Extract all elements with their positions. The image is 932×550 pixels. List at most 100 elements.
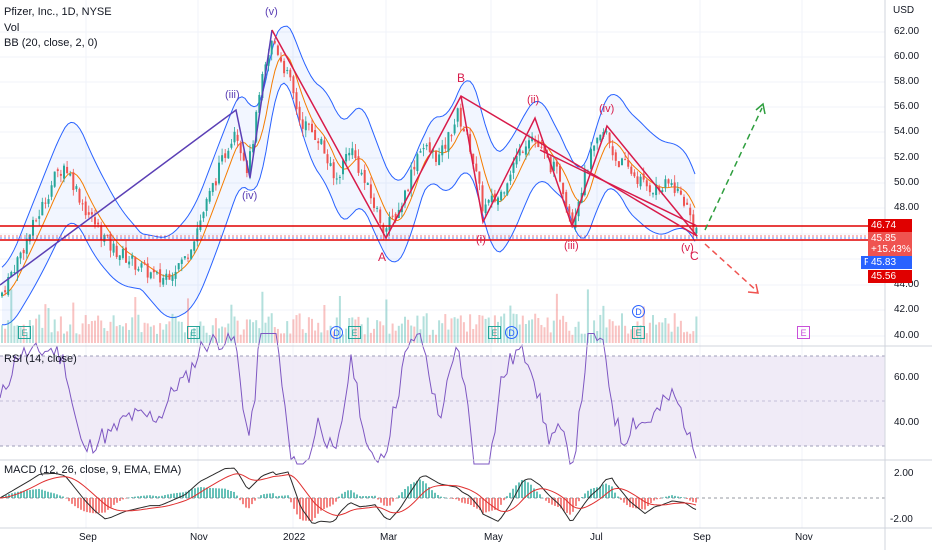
candle-body: [326, 154, 329, 164]
candle-body: [664, 179, 667, 188]
macd-histogram-bar: [56, 494, 58, 498]
macd-histogram-bar: [602, 484, 604, 498]
macd-histogram-bar: [125, 498, 127, 499]
macd-histogram-bar: [455, 498, 457, 500]
candle-body: [314, 129, 317, 141]
volume-bar: [528, 320, 530, 343]
volume-bar: [10, 289, 13, 343]
volume-bar: [503, 313, 506, 343]
candle-body: [16, 257, 19, 274]
bb-indicator-label[interactable]: BB (20, close, 2, 0): [4, 37, 98, 49]
volume-bar: [605, 327, 608, 343]
macd-histogram-bar: [5, 495, 7, 498]
earnings-badge[interactable]: E: [632, 326, 645, 339]
volume-bar: [273, 327, 276, 343]
wave-label-A: A: [378, 250, 387, 264]
volume-bar: [376, 320, 379, 343]
volume-bar: [190, 331, 193, 343]
macd-histogram-bar: [35, 489, 37, 498]
volume-bar: [13, 325, 16, 343]
macd-histogram-bar: [629, 498, 631, 508]
upcoming-earnings-badge[interactable]: E: [797, 326, 810, 339]
macd-histogram-bar: [434, 492, 436, 498]
macd-histogram-bar: [431, 490, 433, 498]
macd-histogram-bar: [401, 492, 403, 498]
candle-body: [673, 182, 676, 193]
earnings-badge[interactable]: E: [187, 326, 200, 339]
volume-bar: [546, 317, 549, 343]
candle-body: [159, 269, 162, 283]
macd-indicator-label[interactable]: MACD (12, 26, close, 9, EMA, EMA): [4, 464, 182, 476]
candle-body: [373, 197, 375, 209]
volume-bar: [317, 322, 320, 343]
macd-histogram-bar: [332, 498, 334, 505]
macd-histogram-bar: [260, 495, 262, 498]
volume-bar: [456, 318, 459, 343]
macd-histogram-bar: [176, 492, 178, 498]
volume-bar: [661, 322, 664, 343]
volume-bar: [683, 332, 685, 343]
candle-body: [354, 150, 357, 159]
macd-histogram-bar: [308, 498, 310, 521]
candle-body: [503, 192, 506, 194]
dividend-badge[interactable]: D: [505, 326, 518, 339]
volume-bar: [404, 316, 406, 343]
volume-bar: [621, 313, 623, 343]
volume-bar: [149, 326, 152, 343]
symbol-title[interactable]: Pfizer, Inc., 1D, NYSE: [4, 6, 112, 18]
volume-bar: [264, 322, 267, 343]
candle-body: [590, 148, 592, 170]
rsi-indicator-label[interactable]: RSI (14, close): [4, 353, 77, 365]
candle-body: [627, 159, 630, 167]
macd-histogram-bar: [596, 487, 598, 498]
macd-histogram-bar: [224, 488, 226, 498]
post-price-tag: 45.83: [868, 256, 912, 269]
earnings-badge[interactable]: E: [18, 326, 31, 339]
candle-body: [425, 144, 428, 147]
volume-bar: [348, 318, 351, 343]
candle-body: [543, 144, 546, 153]
macd-histogram-bar: [227, 489, 229, 498]
vol-indicator-label[interactable]: Vol: [4, 22, 20, 34]
volume-bar: [152, 325, 155, 343]
earnings-badge[interactable]: E: [348, 326, 361, 339]
volume-bar: [695, 316, 698, 343]
volume-bar: [617, 325, 620, 343]
macd-histogram-bar: [140, 495, 142, 498]
candle-body: [47, 199, 50, 204]
candle-body: [670, 182, 673, 186]
earnings-badge[interactable]: E: [488, 326, 501, 339]
dividend-badge[interactable]: D: [330, 326, 343, 339]
macd-histogram-bar: [278, 495, 280, 498]
macd-histogram-bar: [347, 490, 349, 498]
candle-body: [211, 183, 214, 193]
volume-bar: [667, 323, 670, 343]
candle-body: [236, 134, 239, 141]
rsi-plot: [0, 331, 697, 465]
candle-body: [140, 263, 143, 268]
volume-bar: [568, 330, 571, 343]
price-tick: 56.00: [894, 101, 920, 112]
elliott-wave-drawings[interactable]: [0, 29, 766, 294]
volume-bar: [276, 328, 279, 343]
volume-bar: [44, 304, 47, 343]
time-tick: Nov: [795, 532, 813, 543]
volume-bar: [156, 333, 158, 343]
volume-bar: [100, 320, 103, 343]
candle-body: [286, 69, 289, 71]
candle-body: [171, 275, 174, 281]
volume-bar: [679, 320, 682, 343]
macd-histogram-bar: [581, 497, 583, 498]
candle-body: [624, 159, 627, 161]
volume-bar: [586, 289, 589, 343]
horizontal-levels[interactable]: [0, 225, 885, 241]
volume-bar: [94, 320, 96, 343]
candle-body: [679, 190, 682, 195]
volume-bar: [59, 316, 62, 343]
macd-histogram-bar: [149, 495, 151, 498]
volume-bar: [84, 315, 87, 343]
wave-label-b-v: (v): [681, 242, 694, 254]
dividend-badge[interactable]: D: [632, 305, 645, 318]
